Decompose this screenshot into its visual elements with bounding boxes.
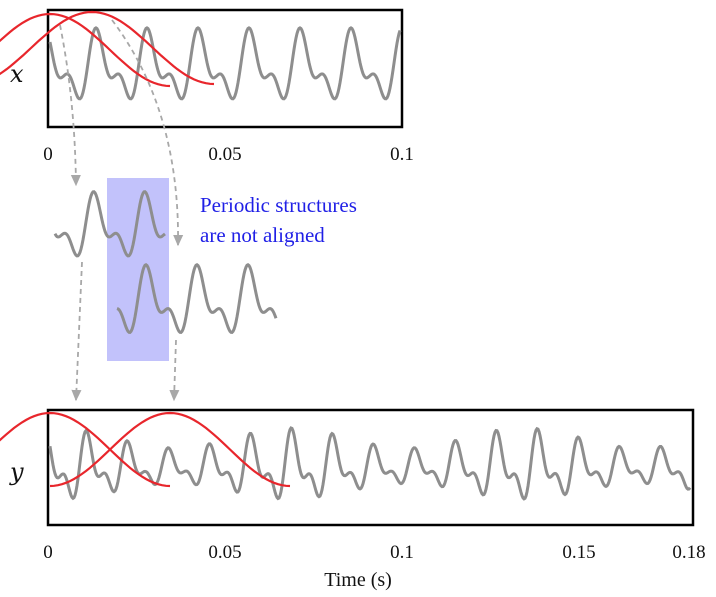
bottom-window-curve-1 bbox=[0, 411, 171, 488]
bottom-variable-label: y bbox=[9, 458, 24, 486]
arrow-segment-1-to-bottom bbox=[71, 261, 83, 402]
bottom-tick-0: 0 bbox=[43, 542, 53, 563]
top-window-curve-1 bbox=[0, 12, 171, 88]
bottom-tick-0.15: 0.15 bbox=[562, 542, 595, 563]
top-panel: x 0 0.05 0.1 bbox=[0, 8, 414, 165]
bottom-panel: y 0 0.05 0.1 0.15 0.18 Time (s) bbox=[0, 408, 706, 591]
segment-1-waveform bbox=[53, 190, 166, 258]
top-window-curve-2 bbox=[0, 10, 215, 86]
annotation-line-1: Periodic structures bbox=[200, 193, 357, 217]
segment-2-waveform bbox=[116, 263, 278, 334]
top-signal-waveform bbox=[48, 26, 402, 101]
misalignment-highlight bbox=[107, 178, 169, 361]
bottom-tick-0.18: 0.18 bbox=[672, 542, 705, 563]
bottom-window-curve-2 bbox=[49, 411, 291, 488]
top-tick-0.05: 0.05 bbox=[208, 144, 241, 165]
top-variable-label: x bbox=[10, 60, 24, 88]
top-tick-0.1: 0.1 bbox=[390, 144, 414, 165]
arrow-segment-2-to-bottom bbox=[169, 339, 180, 402]
top-tick-0: 0 bbox=[43, 144, 53, 165]
bottom-frame bbox=[46, 408, 695, 527]
arrow-top-to-segment-2 bbox=[111, 19, 184, 247]
annotation-line-2: are not aligned bbox=[200, 223, 325, 247]
bottom-tick-0.1: 0.1 bbox=[390, 542, 414, 563]
flow-arrows bbox=[59, 19, 184, 402]
middle-segments: Periodic structures are not aligned bbox=[53, 178, 357, 361]
x-axis-label: Time (s) bbox=[324, 569, 392, 591]
arrow-top-to-segment-1 bbox=[59, 24, 81, 187]
top-frame bbox=[46, 8, 404, 129]
bottom-signal-waveform bbox=[48, 426, 692, 501]
bottom-tick-0.05: 0.05 bbox=[208, 542, 241, 563]
